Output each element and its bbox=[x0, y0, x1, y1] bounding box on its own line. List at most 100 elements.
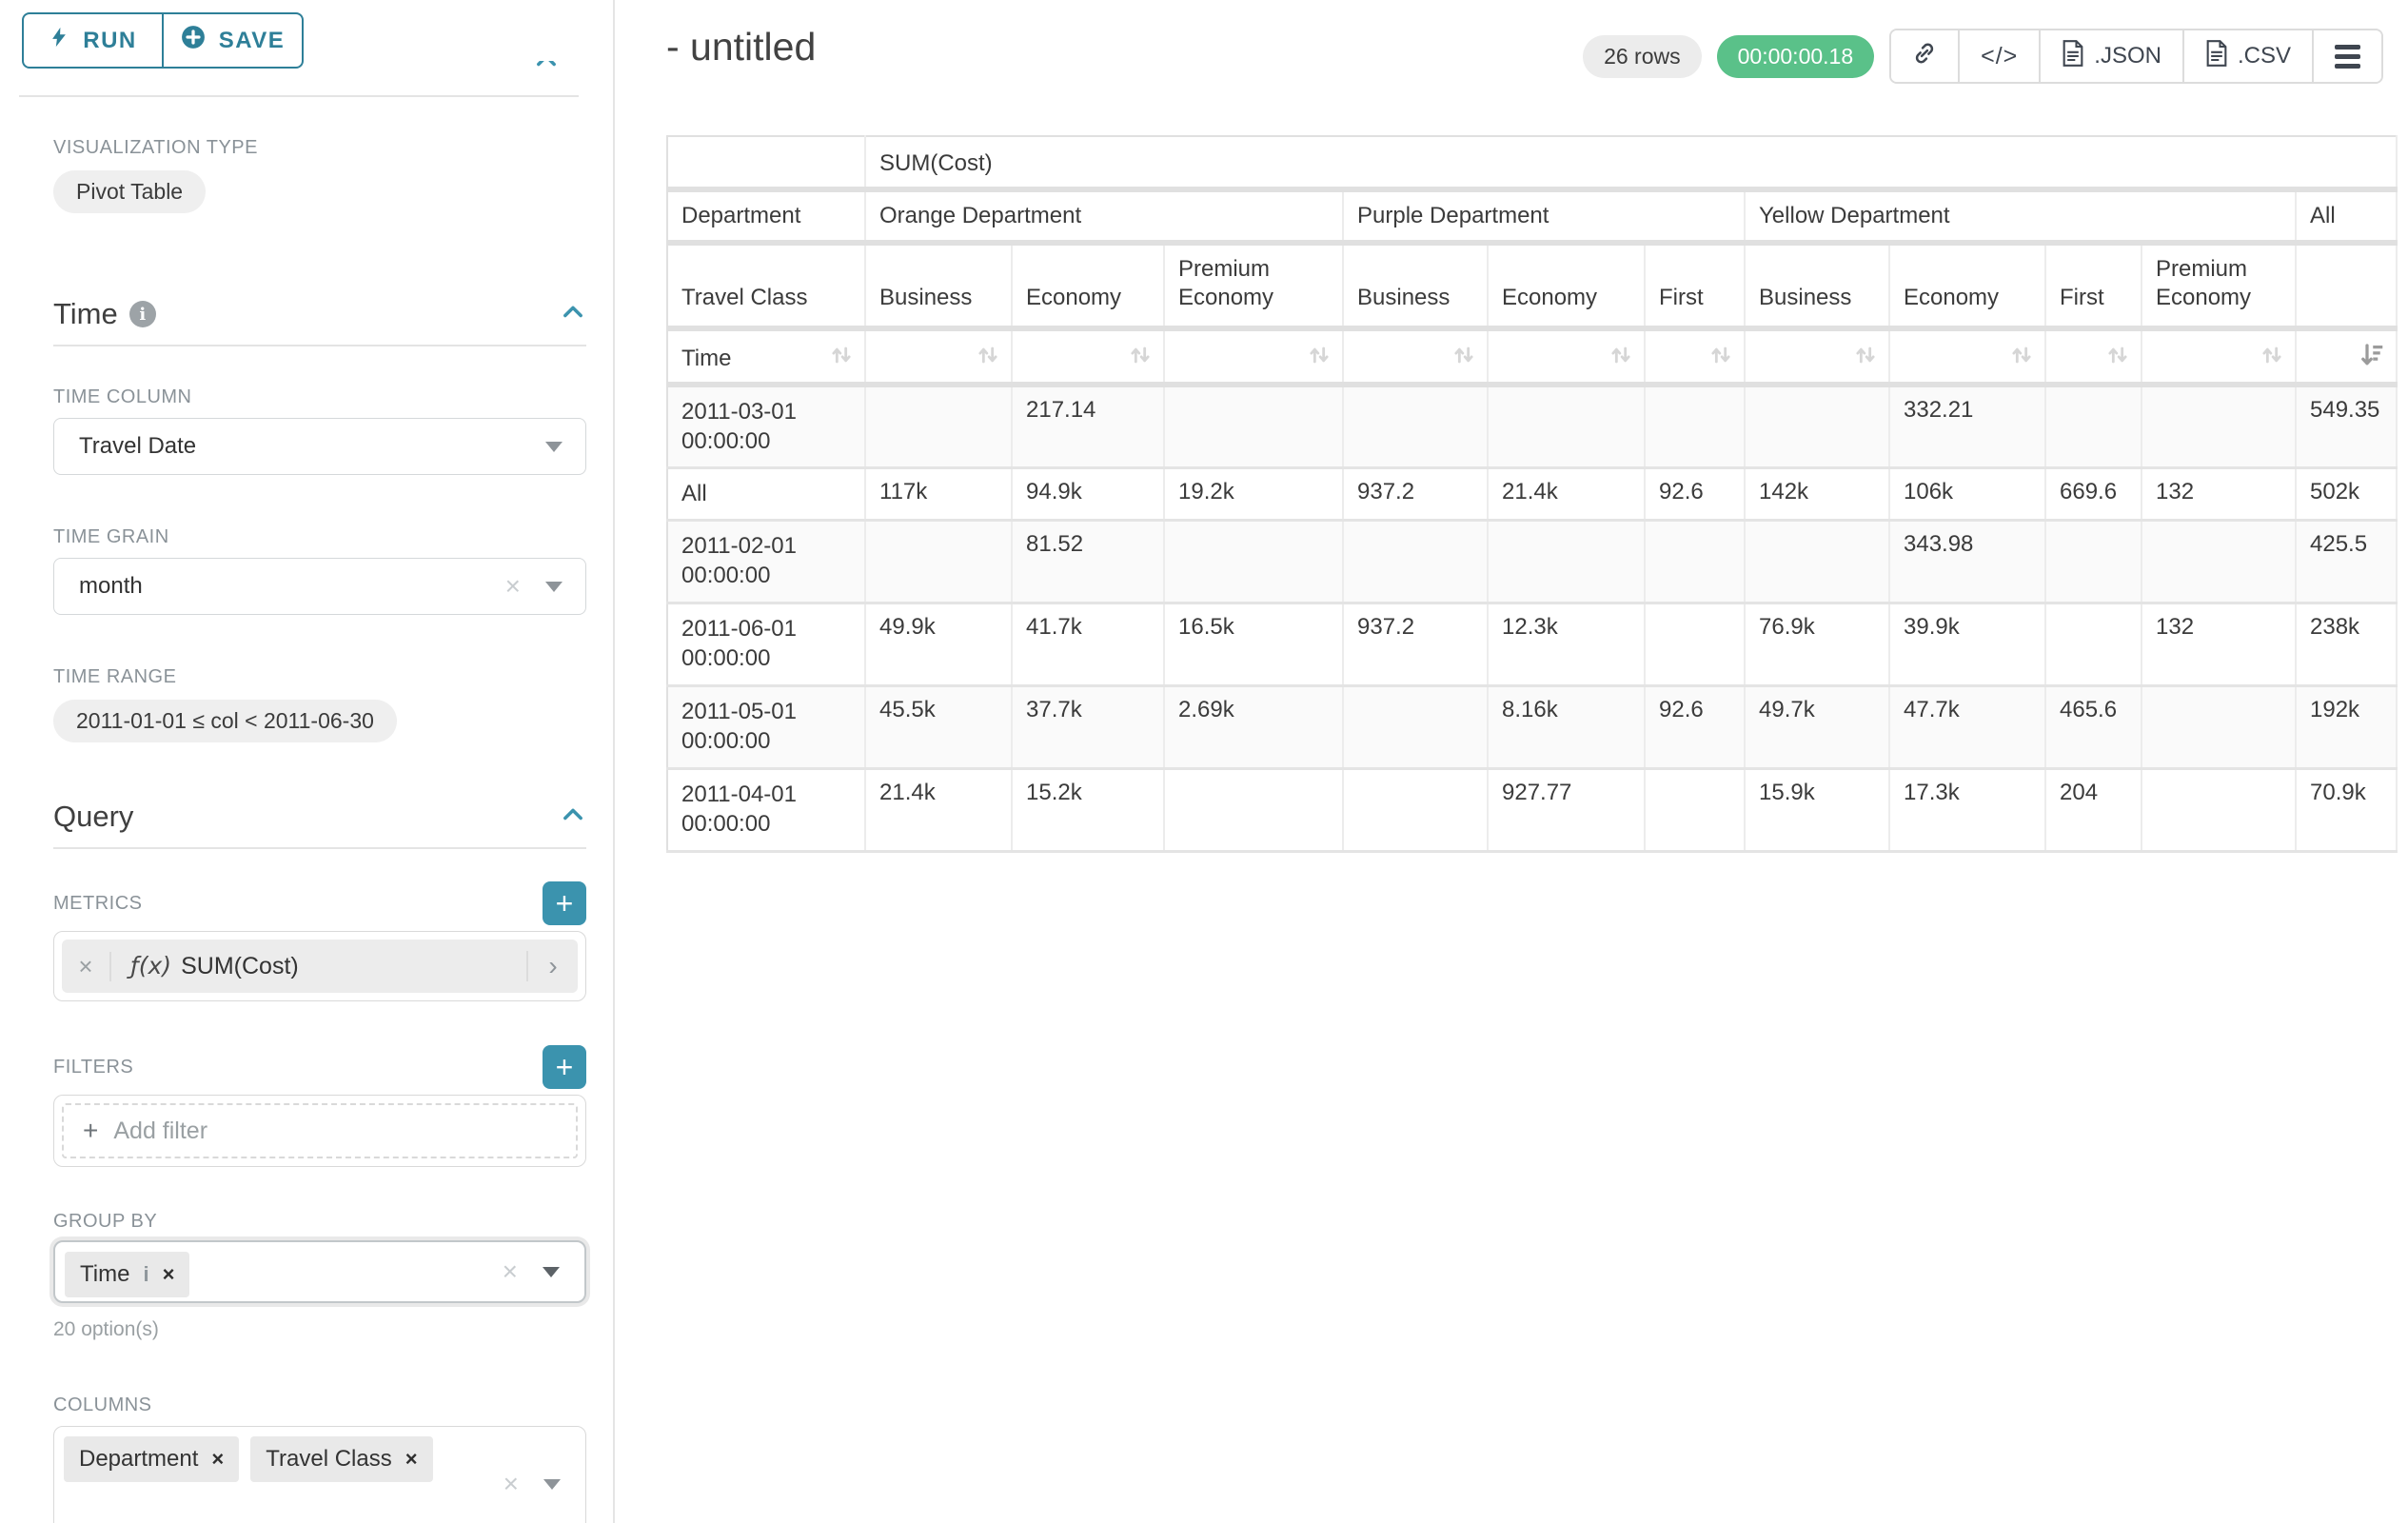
export-csv-button[interactable]: .CSV bbox=[2183, 30, 2314, 82]
chart-canvas: - untitled 26 rows 00:00:00.18 </> .JSON.… bbox=[615, 0, 2408, 1523]
group-by-chip[interactable]: Time i × bbox=[65, 1252, 190, 1297]
metric-chip[interactable]: × ƒ(x) SUM(Cost) › bbox=[62, 940, 578, 993]
viz-type-value[interactable]: Pivot Table bbox=[53, 170, 207, 213]
time-section-title: Time bbox=[53, 297, 118, 330]
pivot-col-header: Premium Economy bbox=[1164, 243, 1344, 331]
pivot-sort-header[interactable] bbox=[2142, 328, 2297, 387]
pivot-cell bbox=[1164, 520, 1344, 604]
export-json-button[interactable]: .JSON bbox=[2041, 30, 2184, 82]
table-row: All 117k 94.9k 19.2k 937.2 21.4k 92.6 142k 106k 6… bbox=[667, 467, 2398, 522]
group-by-select[interactable]: Time i × × bbox=[53, 1240, 586, 1303]
pivot-cell: 70.9k bbox=[2296, 768, 2398, 853]
add-filter-dropzone[interactable]: + Add filter bbox=[62, 1103, 578, 1158]
time-column-label: TIME COLUMN bbox=[53, 386, 192, 407]
clear-icon[interactable]: × bbox=[503, 1469, 519, 1498]
pivot-cell bbox=[1343, 385, 1489, 469]
pivot-cell bbox=[1745, 385, 1890, 469]
section-divider bbox=[19, 95, 579, 97]
pivot-col-header: Economy bbox=[1889, 243, 2046, 331]
pivot-cell bbox=[1343, 520, 1489, 604]
group-by-label: GROUP BY bbox=[53, 1211, 158, 1232]
section-divider bbox=[53, 847, 586, 849]
share-link-button[interactable] bbox=[1891, 30, 1961, 82]
pivot-cell: 8.16k bbox=[1488, 685, 1646, 770]
query-section-collapse-chevron-icon[interactable] bbox=[560, 801, 586, 833]
remove-metric-icon[interactable]: × bbox=[62, 951, 111, 981]
pivot-sort-header[interactable] bbox=[1645, 328, 1746, 387]
sort-icon[interactable] bbox=[828, 341, 855, 376]
columns-chip[interactable]: Travel Class × bbox=[250, 1436, 433, 1482]
pivot-cell bbox=[2142, 768, 2297, 853]
pivot-cell bbox=[1488, 385, 1646, 469]
plus-icon: + bbox=[83, 1116, 99, 1145]
remove-chip-icon[interactable]: × bbox=[162, 1262, 175, 1286]
pivot-cell: 21.4k bbox=[865, 768, 1013, 853]
table-row: 2011-04-01 00:00:00 21.4k 15.2k 927.77 15.9k 1… bbox=[667, 768, 2398, 853]
sort-icon[interactable] bbox=[1127, 341, 1154, 376]
chart-title[interactable]: - untitled bbox=[666, 25, 817, 69]
pivot-colgroup-header: Yellow Department bbox=[1745, 189, 2297, 246]
embed-code-button[interactable]: </> bbox=[1960, 30, 2042, 82]
pivot-dimension-label: Department bbox=[667, 189, 866, 246]
sort-icon[interactable] bbox=[1451, 341, 1477, 376]
row-count-badge: 26 rows bbox=[1583, 34, 1702, 78]
pivot-row-label: 2011-05-01 00:00:00 bbox=[667, 685, 866, 770]
pivot-sort-header[interactable] bbox=[1343, 328, 1489, 387]
remove-chip-icon[interactable]: × bbox=[405, 1447, 418, 1471]
sort-icon[interactable] bbox=[1852, 341, 1879, 376]
add-metric-button[interactable]: + bbox=[543, 881, 586, 925]
pivot-sort-header[interactable] bbox=[1745, 328, 1890, 387]
sort-descending-icon[interactable] bbox=[2358, 341, 2386, 376]
save-button[interactable]: SAVE bbox=[163, 12, 304, 69]
pivot-row-label: All bbox=[667, 467, 866, 522]
pivot-corner-cell bbox=[667, 136, 866, 192]
pivot-sort-header[interactable] bbox=[1012, 328, 1165, 387]
pivot-sort-header[interactable] bbox=[2045, 328, 2142, 387]
sort-icon[interactable] bbox=[2259, 341, 2285, 376]
clear-icon[interactable]: × bbox=[504, 571, 521, 601]
pivot-cell bbox=[1745, 520, 1890, 604]
time-section-collapse-chevron-icon[interactable] bbox=[560, 299, 586, 330]
pivot-colgroup-header: Orange Department bbox=[865, 189, 1344, 246]
pivot-sort-header[interactable] bbox=[1488, 328, 1646, 387]
pivot-sort-header[interactable] bbox=[865, 328, 1013, 387]
sort-icon[interactable] bbox=[1306, 341, 1332, 376]
pivot-sort-header[interactable]: Time bbox=[667, 328, 866, 387]
pivot-cell: 94.9k bbox=[1012, 467, 1165, 522]
sort-icon[interactable] bbox=[2008, 341, 2035, 376]
function-icon: ƒ(x) bbox=[130, 952, 172, 979]
pivot-cell bbox=[2142, 685, 2297, 770]
add-filter-placeholder: Add filter bbox=[113, 1117, 208, 1144]
time-grain-label: TIME GRAIN bbox=[53, 526, 169, 547]
pivot-sort-header[interactable] bbox=[2296, 328, 2398, 387]
pivot-metric-header: SUM(Cost) bbox=[865, 136, 2398, 192]
menu-button[interactable] bbox=[2314, 30, 2381, 82]
pivot-cell: 204 bbox=[2045, 768, 2142, 853]
pivot-col-header: Economy bbox=[1488, 243, 1646, 331]
columns-chip[interactable]: Department × bbox=[64, 1436, 240, 1482]
sort-icon[interactable] bbox=[975, 341, 1001, 376]
sort-icon[interactable] bbox=[1707, 341, 1734, 376]
time-column-select[interactable]: Travel Date bbox=[53, 418, 586, 475]
time-grain-select[interactable]: month × bbox=[53, 558, 586, 615]
pivot-cell: 49.9k bbox=[865, 603, 1013, 687]
sort-icon[interactable] bbox=[2104, 341, 2131, 376]
chevron-right-icon[interactable]: › bbox=[526, 951, 578, 981]
pivot-cell: 669.6 bbox=[2045, 467, 2142, 522]
chevron-down-icon bbox=[543, 1478, 561, 1490]
time-range-value[interactable]: 2011-01-01 ≤ col < 2011-06-30 bbox=[53, 700, 397, 742]
run-button[interactable]: RUN bbox=[22, 12, 163, 69]
metrics-label: METRICS bbox=[53, 892, 143, 914]
sort-icon[interactable] bbox=[1608, 341, 1634, 376]
pivot-cell bbox=[865, 385, 1013, 469]
remove-chip-icon[interactable]: × bbox=[211, 1447, 225, 1471]
add-filter-button[interactable]: + bbox=[543, 1045, 586, 1089]
pivot-cell bbox=[1164, 768, 1344, 853]
clear-icon[interactable]: × bbox=[502, 1256, 518, 1286]
columns-select[interactable]: Department × Travel Class × × bbox=[53, 1426, 586, 1523]
code-icon: </> bbox=[1981, 42, 2019, 69]
query-section-title: Query bbox=[53, 800, 134, 833]
pivot-sort-header[interactable] bbox=[1164, 328, 1344, 387]
pivot-sort-header[interactable] bbox=[1889, 328, 2046, 387]
